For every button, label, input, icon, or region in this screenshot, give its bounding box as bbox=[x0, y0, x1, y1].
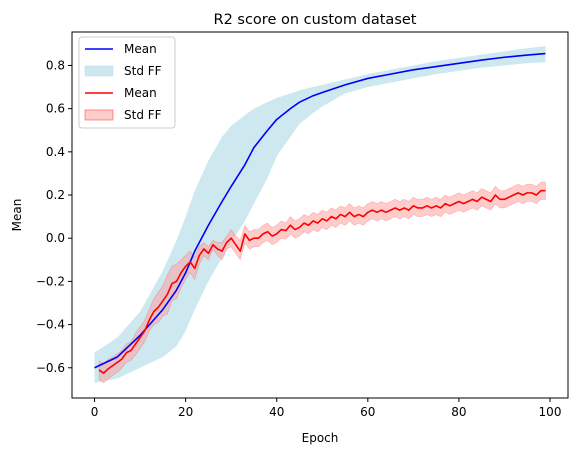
y-tick-label: −0.4 bbox=[36, 318, 65, 332]
legend-std-swatch bbox=[84, 109, 114, 121]
x-tick-label: 0 bbox=[91, 405, 99, 419]
legend-label: Mean bbox=[124, 86, 157, 100]
axes-frame bbox=[71, 31, 569, 399]
legend-label: Mean bbox=[124, 42, 157, 56]
std-band-1 bbox=[94, 46, 546, 383]
std-band-2 bbox=[98, 181, 546, 384]
legend-frame bbox=[78, 36, 176, 129]
y-tick-label: 0.6 bbox=[46, 102, 65, 116]
y-tick-label: 0.4 bbox=[46, 145, 65, 159]
x-tick-label: 100 bbox=[539, 405, 562, 419]
y-tick-label: −0.6 bbox=[36, 361, 65, 375]
mean-line-2 bbox=[98, 189, 546, 374]
y-tick-label: 0.0 bbox=[46, 231, 65, 245]
y-tick-label: 0.2 bbox=[46, 188, 65, 202]
legend-label: Std FF bbox=[124, 108, 162, 122]
y-axis-label: Mean bbox=[10, 199, 24, 232]
x-tick-label: 80 bbox=[451, 405, 466, 419]
x-tick-label: 20 bbox=[178, 405, 193, 419]
std-bands bbox=[94, 46, 546, 384]
legend-std-swatch bbox=[84, 65, 114, 77]
y-tick-label: −0.2 bbox=[36, 274, 65, 288]
mean-line-1 bbox=[94, 52, 546, 369]
plot-area bbox=[94, 46, 546, 384]
mean-lines bbox=[94, 52, 546, 374]
x-axis-ticks: 0 20 40 60 80 100 bbox=[91, 398, 562, 419]
y-tick-label: 0.8 bbox=[46, 58, 65, 72]
legend-items: Mean Std FF Mean Std FF bbox=[84, 42, 162, 122]
chart-title: R2 score on custom dataset bbox=[214, 12, 417, 28]
axes: 0 20 40 60 80 100 −0.6 −0.4 −0.2 0.0 0.2 0.4 0.6 0.8 bbox=[36, 31, 569, 419]
x-tick-label: 60 bbox=[360, 405, 375, 419]
legend: Mean Std FF Mean Std FF bbox=[78, 36, 176, 129]
legend-label: Std FF bbox=[124, 64, 162, 78]
x-axis-label: Epoch bbox=[302, 431, 339, 445]
y-axis-ticks: −0.6 −0.4 −0.2 0.0 0.2 0.4 0.6 0.8 bbox=[36, 58, 72, 375]
x-tick-label: 40 bbox=[269, 405, 284, 419]
